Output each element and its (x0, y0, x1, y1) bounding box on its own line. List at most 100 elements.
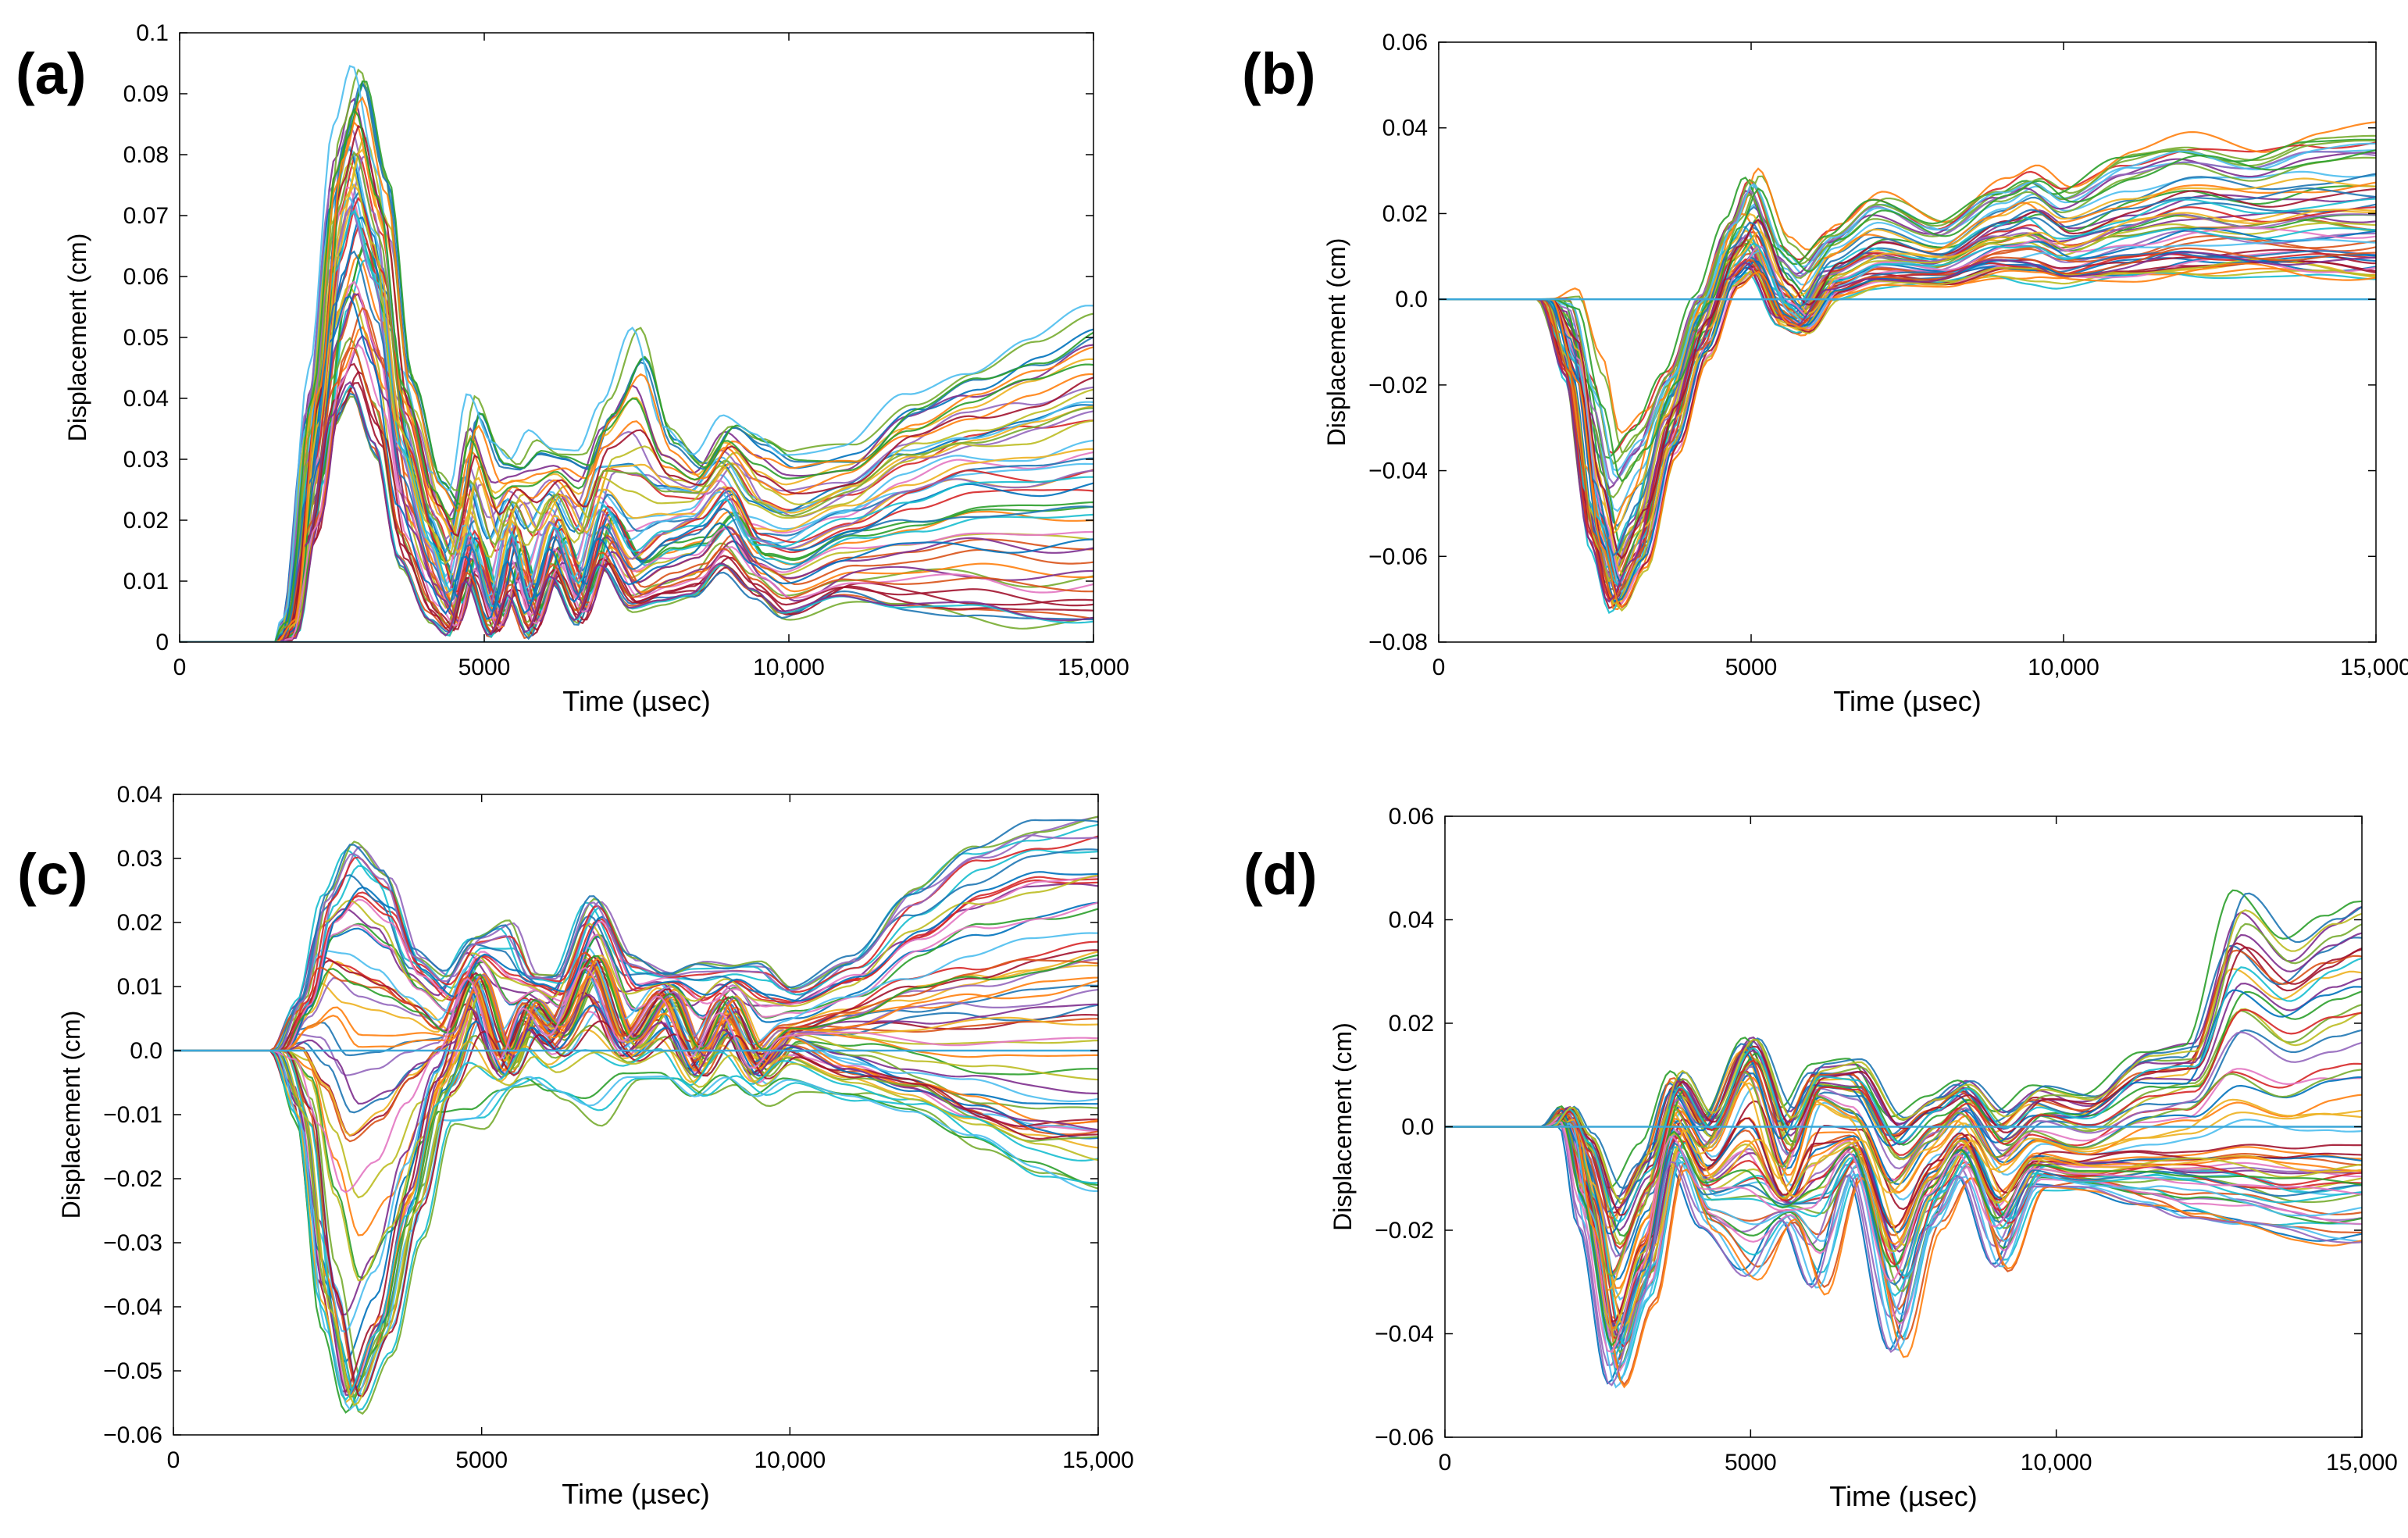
x-tick-label: 0 (173, 655, 187, 680)
series-line (1439, 218, 2376, 583)
series-line (180, 362, 1093, 642)
y-tick-label: −0.08 (1368, 630, 1428, 655)
y-tick-label: 0.0 (130, 1038, 162, 1064)
series-line (1445, 1121, 2362, 1350)
series-line (180, 334, 1093, 642)
series-line (180, 294, 1093, 642)
series-line (1439, 187, 2376, 560)
y-tick-label: 0.02 (123, 508, 169, 533)
y-tick-label: −0.02 (103, 1166, 162, 1192)
x-tick-label: 0 (1439, 1450, 1452, 1476)
series-line (1445, 1119, 2362, 1347)
series-line (173, 815, 1098, 1052)
series-line (1445, 1123, 2362, 1366)
series-line (173, 1049, 1098, 1411)
y-tick-label: 0 (155, 630, 169, 655)
series-line (173, 949, 1098, 1055)
series-line (180, 137, 1093, 642)
y-tick-label: 0.03 (117, 846, 162, 872)
series-line (180, 209, 1093, 642)
y-tick-label: 0.0 (1395, 287, 1428, 312)
series-line (1445, 949, 2362, 1220)
series-line (180, 65, 1093, 642)
series-line (173, 874, 1098, 1052)
y-tick-label: 0.05 (123, 325, 169, 351)
series-line (180, 380, 1093, 642)
series-line (180, 160, 1093, 642)
y-tick-label: 0.08 (123, 142, 169, 168)
series-line (1445, 1126, 2362, 1389)
series-line (180, 96, 1093, 642)
y-axis-label: Displacement (cm) (1329, 1022, 1357, 1231)
series-line (1445, 1121, 2362, 1353)
series-line (180, 151, 1093, 642)
series-line (1439, 252, 2376, 602)
series-line (173, 1049, 1098, 1414)
y-tick-label: 0.0 (1401, 1115, 1434, 1140)
series-line (1439, 173, 2376, 527)
series-line (173, 954, 1098, 1053)
y-tick-label: −0.02 (1375, 1218, 1434, 1244)
series-line (1439, 156, 2376, 499)
y-tick-label: −0.05 (103, 1358, 162, 1384)
series-line (1439, 134, 2376, 454)
y-tick-label: 0.06 (1382, 30, 1428, 55)
series-line (180, 250, 1093, 642)
y-tick-label: 0.04 (1382, 116, 1428, 141)
series-line (1445, 957, 2362, 1223)
y-tick-label: 0.09 (123, 81, 169, 107)
x-tick-label: 15,000 (2340, 655, 2408, 680)
series-line (1445, 1008, 2362, 1250)
y-tick-label: 0.01 (117, 974, 162, 1000)
series-line (180, 148, 1093, 642)
y-tick-label: −0.04 (103, 1294, 162, 1320)
series-line (173, 961, 1098, 1105)
chart-panel-d: (d) 0 5000 10,000 15,000 −0.06 −0.04 −0.02 0.0 0.… (1243, 804, 2398, 1512)
x-tick-label: 5000 (1725, 1450, 1777, 1476)
y-tick-label: 0.1 (136, 20, 169, 46)
chart-panel-c: (c) 0 5000 10,000 15,000 −0.06 −0.05 −0.04 −0.03… (17, 782, 1134, 1510)
series-line (173, 957, 1098, 1055)
x-tick-label: 10,000 (753, 655, 825, 680)
y-tick-label: 0.04 (1389, 908, 1434, 933)
series-line (180, 120, 1093, 642)
x-tick-label: 10,000 (2021, 1450, 2092, 1476)
series-line (1439, 238, 2376, 594)
panel-label: (c) (17, 842, 87, 907)
panel-label: (b) (1242, 41, 1316, 106)
y-tick-label: −0.01 (103, 1102, 162, 1128)
panel-label: (a) (16, 41, 86, 106)
series-line (173, 879, 1098, 1052)
series-line (180, 97, 1093, 642)
y-tick-label: 0.07 (123, 203, 169, 229)
y-tick-label: 0.04 (117, 782, 162, 808)
series-line (1445, 932, 2362, 1209)
chart-panel-b: (b) 0 5000 10,000 15,000 −0.08 −0.06 −0.04 −0.02… (1242, 30, 2408, 717)
y-tick-label: −0.06 (103, 1422, 162, 1448)
series-line (1439, 250, 2376, 601)
y-tick-label: 0.03 (123, 447, 169, 473)
y-axis-label: Displacement (cm) (57, 1011, 85, 1219)
series-line (173, 1049, 1098, 1407)
x-tick-label: 5000 (455, 1447, 508, 1473)
x-axis-label: Time (µsec) (562, 1478, 709, 1510)
x-axis-label: Time (µsec) (1833, 685, 1981, 717)
x-axis-label: Time (µsec) (562, 685, 710, 717)
y-tick-label: −0.06 (1375, 1425, 1434, 1451)
series-group (1439, 121, 2376, 614)
y-tick-label: 0.06 (123, 264, 169, 290)
series-line (173, 871, 1098, 1052)
panel-label: (d) (1243, 842, 1318, 907)
x-tick-label: 0 (1432, 655, 1446, 680)
y-tick-label: −0.03 (103, 1230, 162, 1256)
y-tick-label: −0.04 (1368, 459, 1428, 484)
y-tick-label: −0.02 (1368, 373, 1428, 398)
series-line (173, 1049, 1098, 1411)
chart-panel-a: (a) 0 5000 10,000 15,000 0 0.01 0.02 0.03 0.04 0.0… (16, 20, 1129, 717)
series-line (1445, 1069, 2362, 1278)
series-line (1445, 1076, 2362, 1290)
x-tick-label: 15,000 (1062, 1447, 1134, 1473)
y-tick-label: 0.06 (1389, 804, 1434, 830)
series-line (1439, 258, 2376, 605)
series-line (173, 816, 1098, 1052)
